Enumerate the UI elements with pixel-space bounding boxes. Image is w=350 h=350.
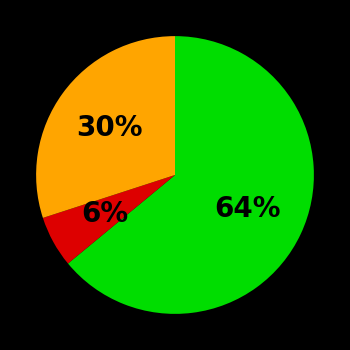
- Wedge shape: [36, 36, 175, 218]
- Wedge shape: [68, 36, 314, 314]
- Text: 64%: 64%: [215, 195, 281, 223]
- Wedge shape: [43, 175, 175, 264]
- Text: 30%: 30%: [77, 114, 143, 142]
- Text: 6%: 6%: [81, 200, 128, 228]
